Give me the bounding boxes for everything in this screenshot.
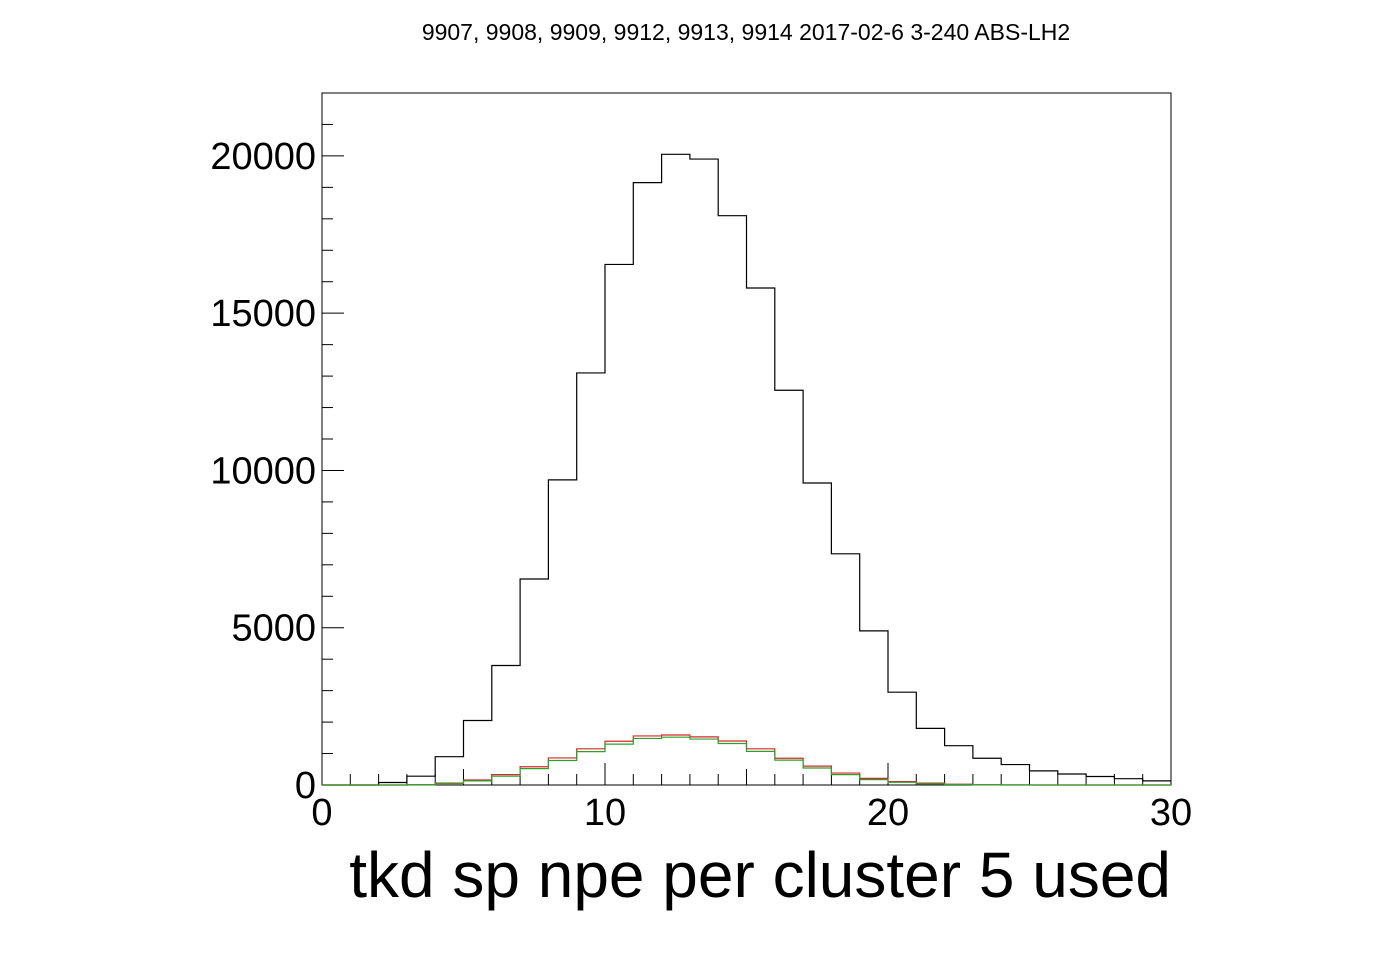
y-tick-label: 5000 [231,608,316,650]
y-tick-label: 15000 [210,293,316,335]
histogram-series-1 [322,153,1171,786]
y-tick-label: 20000 [210,136,316,178]
histogram-series-3 [322,736,1171,786]
y-tick-label: 0 [295,765,316,807]
series-layer [322,153,1171,786]
x-tick-label: 0 [311,792,332,834]
x-tick-label: 20 [867,792,909,834]
plot-frame [321,92,1172,786]
y-tick-label: 10000 [210,450,316,492]
x-tick-label: 30 [1150,792,1192,834]
x-axis: 0 10 20 30 [311,763,1192,834]
x-tick-label: 10 [584,792,626,834]
chart-title: 9907, 9908, 9909, 9912, 9913, 9914 2017-… [422,19,1070,45]
y-axis: 0 5000 10000 15000 20000 [210,92,344,807]
x-axis-label: tkd sp npe per cluster 5 used [349,839,1171,911]
